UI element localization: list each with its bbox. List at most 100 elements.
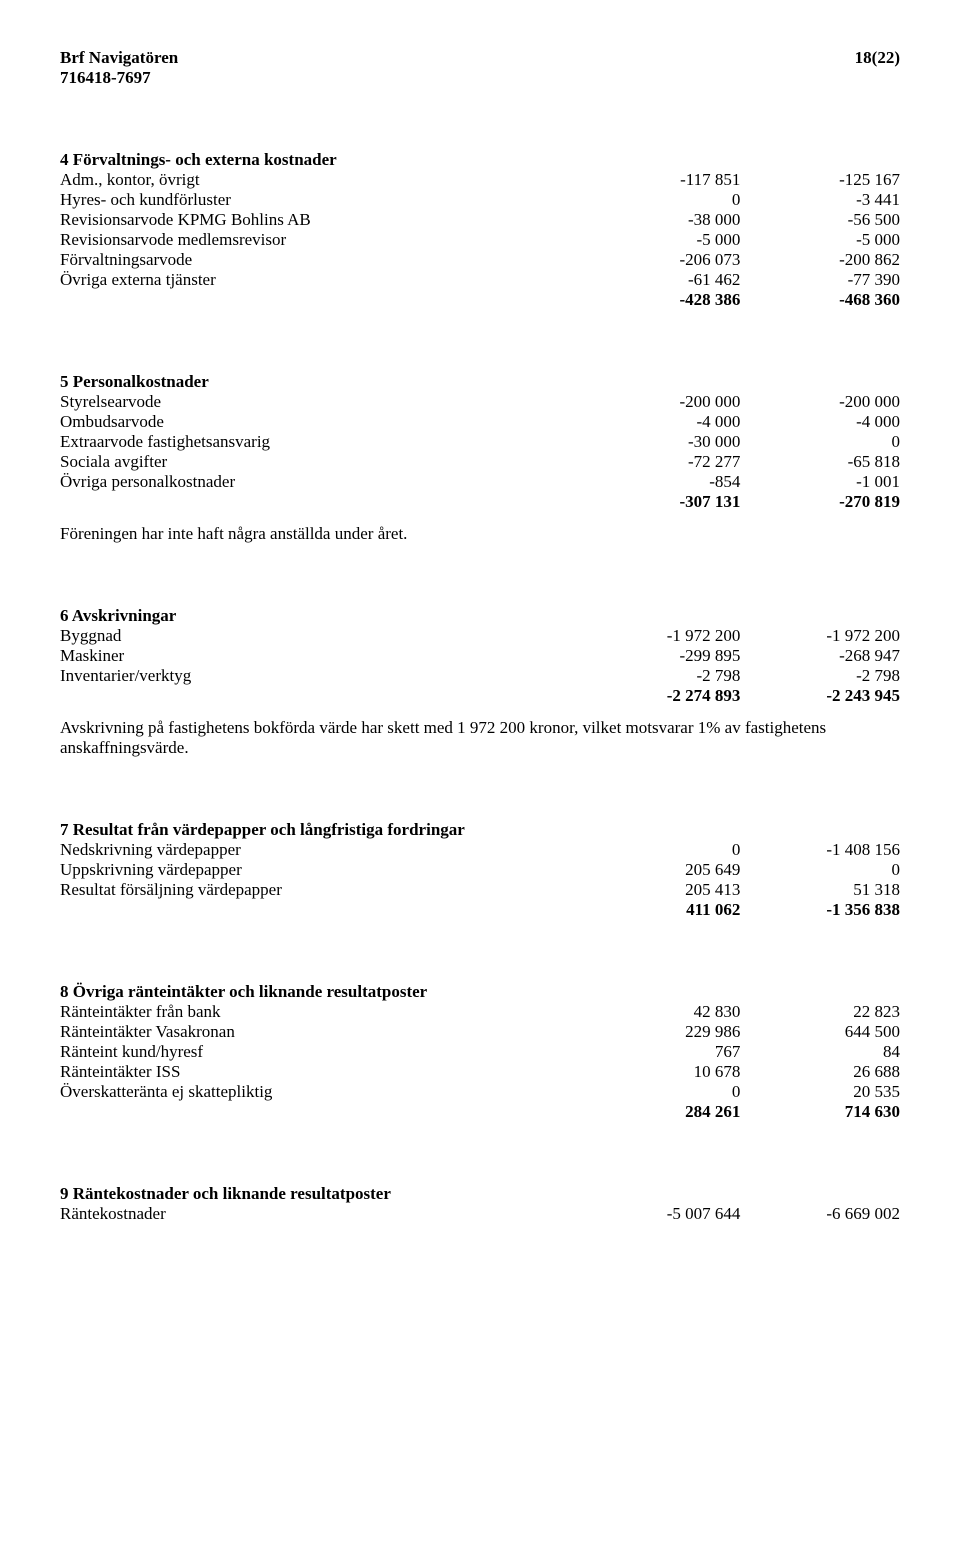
- row-value-2: 26 688: [740, 1062, 900, 1082]
- table-row: Revisionsarvode medlemsrevisor-5 000-5 0…: [60, 230, 900, 250]
- total-value-1: -428 386: [581, 290, 741, 310]
- row-value-2: -77 390: [740, 270, 900, 290]
- section-table: Nedskrivning värdepapper0-1 408 156Uppsk…: [60, 840, 900, 920]
- total-value-2: 714 630: [740, 1102, 900, 1122]
- table-row: Förvaltningsarvode-206 073-200 862: [60, 250, 900, 270]
- row-value-2: -2 798: [740, 666, 900, 686]
- table-row: Adm., kontor, övrigt-117 851-125 167: [60, 170, 900, 190]
- row-value-1: -72 277: [581, 452, 741, 472]
- row-value-1: 205 649: [581, 860, 741, 880]
- table-row: Extraarvode fastighetsansvarig-30 0000: [60, 432, 900, 452]
- table-row: Styrelsearvode-200 000-200 000: [60, 392, 900, 412]
- total-value-1: 411 062: [581, 900, 741, 920]
- row-label: Revisionsarvode medlemsrevisor: [60, 230, 581, 250]
- table-total-row: 284 261714 630: [60, 1102, 900, 1122]
- row-value-2: -1 408 156: [740, 840, 900, 860]
- row-value-2: -1 001: [740, 472, 900, 492]
- row-value-2: 0: [740, 432, 900, 452]
- table-total-row: -428 386-468 360: [60, 290, 900, 310]
- table-row: Nedskrivning värdepapper0-1 408 156: [60, 840, 900, 860]
- row-value-1: -4 000: [581, 412, 741, 432]
- row-value-2: -5 000: [740, 230, 900, 250]
- section-table: Byggnad-1 972 200-1 972 200Maskiner-299 …: [60, 626, 900, 706]
- row-value-1: -30 000: [581, 432, 741, 452]
- total-value-2: -468 360: [740, 290, 900, 310]
- row-value-1: -299 895: [581, 646, 741, 666]
- row-value-1: 0: [581, 1082, 741, 1102]
- row-value-1: 767: [581, 1042, 741, 1062]
- row-value-1: -854: [581, 472, 741, 492]
- table-row: Ränteintäkter från bank42 83022 823: [60, 1002, 900, 1022]
- table-total-row: -307 131-270 819: [60, 492, 900, 512]
- row-value-1: 205 413: [581, 880, 741, 900]
- row-value-2: 84: [740, 1042, 900, 1062]
- row-value-1: 10 678: [581, 1062, 741, 1082]
- table-row: Ränteint kund/hyresf76784: [60, 1042, 900, 1062]
- row-value-1: -200 000: [581, 392, 741, 412]
- table-row: Ränteintäkter Vasakronan229 986644 500: [60, 1022, 900, 1042]
- row-label: Ränteint kund/hyresf: [60, 1042, 581, 1062]
- row-value-1: -38 000: [581, 210, 741, 230]
- table-row: Uppskrivning värdepapper205 6490: [60, 860, 900, 880]
- row-value-2: -3 441: [740, 190, 900, 210]
- table-total-row: 411 062-1 356 838: [60, 900, 900, 920]
- row-value-2: 22 823: [740, 1002, 900, 1022]
- total-value-1: -307 131: [581, 492, 741, 512]
- total-value-1: 284 261: [581, 1102, 741, 1122]
- org-number: 716418-7697: [60, 68, 900, 88]
- row-value-2: -65 818: [740, 452, 900, 472]
- section-title: 4 Förvaltnings- och externa kostnader: [60, 150, 900, 170]
- row-label: Övriga personalkostnader: [60, 472, 581, 492]
- row-label: Överskatteränta ej skattepliktig: [60, 1082, 581, 1102]
- row-label: Ränteintäkter ISS: [60, 1062, 581, 1082]
- table-row: Hyres- och kundförluster0-3 441: [60, 190, 900, 210]
- row-value-1: 0: [581, 190, 741, 210]
- row-label: Uppskrivning värdepapper: [60, 860, 581, 880]
- row-value-1: -5 007 644: [581, 1204, 741, 1224]
- section-note: Föreningen har inte haft några anställda…: [60, 524, 900, 544]
- table-row: Byggnad-1 972 200-1 972 200: [60, 626, 900, 646]
- row-value-2: -6 669 002: [740, 1204, 900, 1224]
- table-row: Överskatteränta ej skattepliktig020 535: [60, 1082, 900, 1102]
- row-label: Ränteintäkter Vasakronan: [60, 1022, 581, 1042]
- row-label: Nedskrivning värdepapper: [60, 840, 581, 860]
- row-value-2: -4 000: [740, 412, 900, 432]
- row-value-2: 20 535: [740, 1082, 900, 1102]
- row-value-2: -1 972 200: [740, 626, 900, 646]
- row-label: Extraarvode fastighetsansvarig: [60, 432, 581, 452]
- table-row: Övriga externa tjänster-61 462-77 390: [60, 270, 900, 290]
- row-value-2: 644 500: [740, 1022, 900, 1042]
- row-value-2: -200 000: [740, 392, 900, 412]
- row-label: Revisionsarvode KPMG Bohlins AB: [60, 210, 581, 230]
- table-row: Maskiner-299 895-268 947: [60, 646, 900, 666]
- page-number: 18(22): [855, 48, 900, 68]
- table-row: Räntekostnader-5 007 644-6 669 002: [60, 1204, 900, 1224]
- row-label: Adm., kontor, övrigt: [60, 170, 581, 190]
- table-row: Övriga personalkostnader-854-1 001: [60, 472, 900, 492]
- row-value-2: 0: [740, 860, 900, 880]
- section-table: Adm., kontor, övrigt-117 851-125 167Hyre…: [60, 170, 900, 310]
- table-row: Revisionsarvode KPMG Bohlins AB-38 000-5…: [60, 210, 900, 230]
- section-table: Räntekostnader-5 007 644-6 669 002: [60, 1204, 900, 1224]
- row-value-1: -2 798: [581, 666, 741, 686]
- total-value-2: -1 356 838: [740, 900, 900, 920]
- row-label: Övriga externa tjänster: [60, 270, 581, 290]
- section-table: Styrelsearvode-200 000-200 000Ombudsarvo…: [60, 392, 900, 512]
- section-title: 7 Resultat från värdepapper och långfris…: [60, 820, 900, 840]
- table-row: Resultat försäljning värdepapper205 4135…: [60, 880, 900, 900]
- row-label: Maskiner: [60, 646, 581, 666]
- section-title: 9 Räntekostnader och liknande resultatpo…: [60, 1184, 900, 1204]
- row-value-1: 42 830: [581, 1002, 741, 1022]
- row-label: Förvaltningsarvode: [60, 250, 581, 270]
- row-value-1: 0: [581, 840, 741, 860]
- section-table: Ränteintäkter från bank42 83022 823Ränte…: [60, 1002, 900, 1122]
- table-row: Ombudsarvode-4 000-4 000: [60, 412, 900, 432]
- row-value-1: 229 986: [581, 1022, 741, 1042]
- row-value-1: -5 000: [581, 230, 741, 250]
- section-title: 6 Avskrivningar: [60, 606, 900, 626]
- row-value-2: -268 947: [740, 646, 900, 666]
- row-value-2: -125 167: [740, 170, 900, 190]
- row-value-1: -117 851: [581, 170, 741, 190]
- row-value-1: -206 073: [581, 250, 741, 270]
- row-value-1: -61 462: [581, 270, 741, 290]
